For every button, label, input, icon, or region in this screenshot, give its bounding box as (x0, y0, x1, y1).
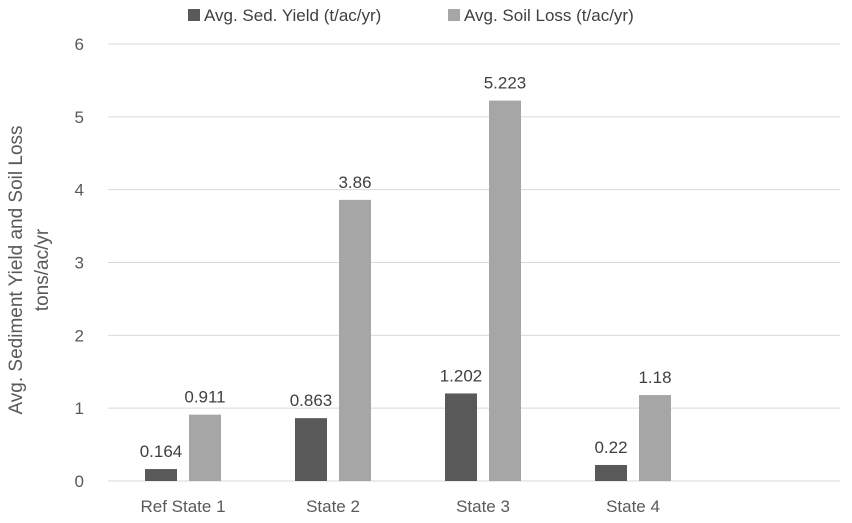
y-tick-labels: 0 1 2 3 4 5 6 (75, 35, 84, 491)
y-tick-label: 5 (75, 108, 84, 127)
x-tick-label: State 2 (306, 497, 360, 516)
legend: Avg. Sed. Yield (t/ac/yr) Avg. Soil Loss … (188, 6, 634, 25)
y-tick-label: 0 (75, 472, 84, 491)
legend-swatch (188, 9, 200, 21)
bar (189, 414, 221, 481)
data-label: 0.911 (184, 388, 225, 407)
bar (339, 199, 371, 481)
bar (639, 395, 671, 481)
y-axis-title: Avg. Sediment Yield and Soil Loss tons/a… (6, 125, 53, 414)
y-axis-title-line1: Avg. Sediment Yield and Soil Loss (6, 125, 27, 414)
data-label: 0.22 (594, 438, 627, 457)
bar (445, 393, 477, 481)
bar (145, 469, 177, 481)
data-labels: 0.164 0.911 0.863 3.86 1.202 5.223 0.22 1.18 (140, 74, 672, 461)
x-tick-label: State 4 (606, 497, 660, 516)
legend-swatch (448, 9, 460, 21)
data-label: 3.86 (338, 173, 371, 192)
y-tick-label: 6 (75, 35, 84, 54)
bar (595, 464, 627, 481)
y-tick-label: 4 (75, 181, 84, 200)
x-tick-label: Ref State 1 (140, 497, 225, 516)
data-label: 0.164 (140, 442, 183, 461)
data-label: 5.223 (484, 74, 527, 93)
data-label: 1.202 (440, 366, 483, 385)
y-tick-label: 2 (75, 326, 84, 345)
legend-label: Avg. Soil Loss (t/ac/yr) (464, 6, 634, 25)
bar (489, 100, 521, 482)
data-label: 0.863 (290, 391, 333, 410)
bars (145, 100, 671, 482)
y-tick-label: 1 (75, 399, 84, 418)
gridlines (108, 43, 840, 482)
data-label: 1.18 (638, 368, 671, 387)
bar (295, 418, 327, 481)
legend-label: Avg. Sed. Yield (t/ac/yr) (204, 6, 381, 25)
y-tick-label: 3 (75, 254, 84, 273)
x-tick-labels: Ref State 1 State 2 State 3 State 4 (140, 497, 659, 516)
x-tick-label: State 3 (456, 497, 510, 516)
y-axis-title-line2: tons/ac/yr (32, 228, 53, 311)
